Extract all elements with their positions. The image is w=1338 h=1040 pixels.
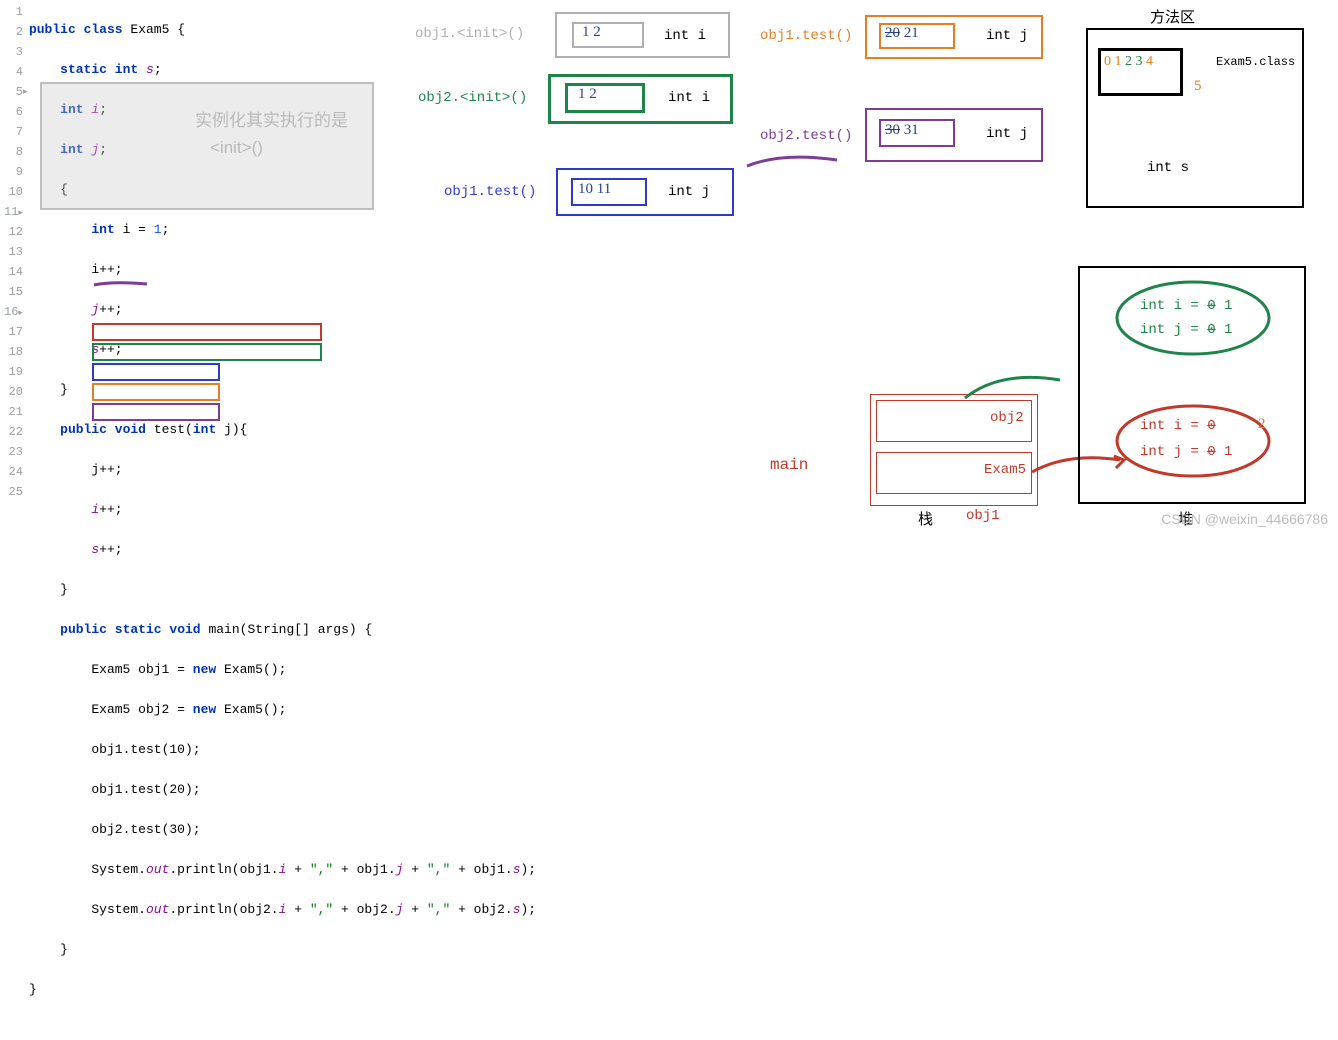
stack-obj1-label: obj1 bbox=[966, 508, 1000, 524]
box-label: obj2.<init>() bbox=[418, 90, 527, 106]
exam5-class-label: Exam5.class bbox=[1216, 55, 1295, 69]
frame-var: int i bbox=[664, 28, 706, 44]
hand-num: 1 2 bbox=[578, 86, 597, 103]
code-body: public class Exam5 { static int s; int i… bbox=[29, 0, 536, 1040]
hand-underline bbox=[92, 281, 152, 289]
line-gutter: 12345▸67891011▸1213141516▸17181920212223… bbox=[0, 0, 29, 1040]
hand-num: 10 11 bbox=[578, 181, 611, 198]
code-box-test30 bbox=[92, 403, 220, 421]
box-label: obj1.<init>() bbox=[415, 26, 524, 42]
heap-obj1-ellipse bbox=[1112, 402, 1274, 480]
heap-obj2-i: int i = 0 1 bbox=[1140, 298, 1232, 314]
frame-inner bbox=[565, 83, 645, 113]
hand-arrow bbox=[742, 148, 852, 178]
main-label: main bbox=[770, 456, 808, 474]
heap-obj2-j: int j = 0 1 bbox=[1140, 322, 1232, 338]
watermark: CSDN @weixin_44666786 bbox=[1161, 511, 1328, 527]
box-label: obj1.test() bbox=[444, 184, 536, 200]
box-label: obj2.test() bbox=[760, 128, 852, 144]
frame-var: int j bbox=[668, 184, 710, 200]
hand-5: 5 bbox=[1194, 78, 1202, 95]
code-box-obj2new bbox=[92, 343, 322, 361]
method-area-title: 方法区 bbox=[1150, 6, 1195, 27]
hand-num: 1 2 bbox=[582, 24, 601, 41]
heap-obj1-i2: 2 bbox=[1258, 416, 1266, 433]
int-s-label: int s bbox=[1147, 160, 1189, 176]
code-box-test20 bbox=[92, 383, 220, 401]
hand-arrow-green bbox=[960, 368, 1070, 408]
stack-obj2-label: obj2 bbox=[990, 410, 1024, 426]
code-kw: public bbox=[29, 22, 76, 37]
stack-exam5-label: Exam5 bbox=[984, 462, 1026, 478]
stack-title: 栈 bbox=[918, 508, 933, 529]
hand-seq: 0 1 2 3 4 bbox=[1104, 54, 1153, 70]
box-label: obj1.test() bbox=[760, 28, 852, 44]
hand-num: 30 31 bbox=[885, 122, 919, 139]
frame-var: int j bbox=[986, 28, 1028, 44]
code-box-test10 bbox=[92, 363, 220, 381]
frame-var: int j bbox=[986, 126, 1028, 142]
code-editor: 12345▸67891011▸1213141516▸17181920212223… bbox=[0, 0, 536, 1040]
frame-var: int i bbox=[668, 90, 710, 106]
heap-obj2-ellipse bbox=[1112, 278, 1274, 358]
hand-num: 20 21 bbox=[885, 25, 919, 42]
code-box-obj1new bbox=[92, 323, 322, 341]
heap-obj1-i: int i = 0 bbox=[1140, 418, 1216, 434]
heap-obj1-j: int j = 0 1 bbox=[1140, 444, 1232, 460]
